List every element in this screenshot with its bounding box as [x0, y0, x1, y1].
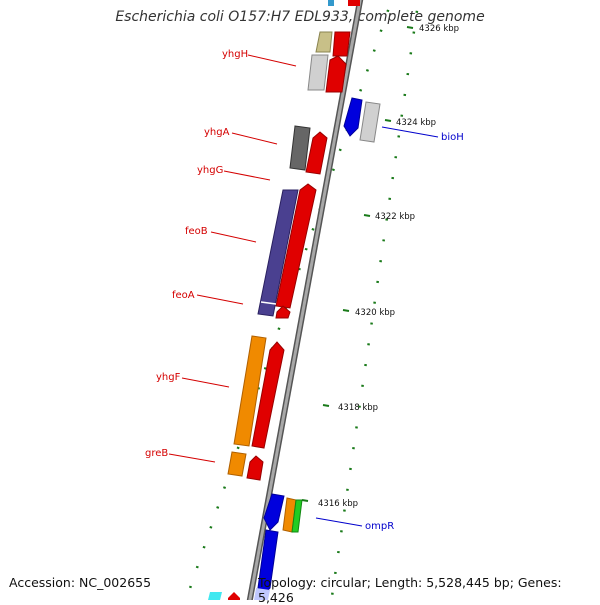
gene-label-ompR: ompR	[365, 521, 394, 532]
gene-arrow-feoA	[275, 305, 291, 319]
accession-text: Accession: NC_002655	[9, 575, 152, 590]
kbp-label-4324: 4324 kbp	[396, 118, 436, 128]
gene-block-feo	[257, 189, 299, 317]
gene-block-yhgF	[233, 335, 267, 447]
gene-block-blue-top	[328, 0, 334, 6]
gene-arrow-yhgF	[251, 341, 285, 449]
gene-label-feoA: feoA	[172, 290, 195, 301]
gene-label-greB: greB	[145, 448, 168, 459]
gene-label-bioH: bioH	[441, 132, 464, 143]
gene-label-yhgA: yhgA	[204, 127, 230, 138]
gene-block-tan	[315, 31, 333, 53]
gene-arrow-greB	[246, 455, 264, 481]
gene-arrow-red-bottom	[228, 592, 240, 600]
kbp-label-4316: 4316 kbp	[318, 499, 358, 509]
kbp-label-4318: 4318 kbp	[338, 403, 378, 413]
kbp-label-4326: 4326 kbp	[419, 24, 459, 34]
gene-arrow-yhgH	[325, 55, 347, 93]
gene-label-yhgF: yhgF	[156, 372, 181, 383]
gene-arrow-feoB	[275, 183, 317, 309]
gene-block-grey-right	[359, 101, 381, 143]
gene-block-cyan	[208, 592, 222, 600]
gene-arrow-bioH	[343, 97, 363, 137]
gene-arrow-yhgA	[305, 131, 328, 175]
gene-block-red-top	[348, 0, 360, 6]
map-title: Escherichia coli O157:H7 EDL933, complet…	[115, 9, 485, 25]
gene-block-green-right	[291, 499, 303, 533]
gene-block-greB	[227, 451, 247, 477]
gene-block-grey	[307, 54, 329, 91]
kbp-label-4322: 4322 kbp	[375, 212, 415, 222]
gene-label-yhgG: yhgG	[197, 165, 223, 176]
gene-block-yhgA	[289, 125, 311, 171]
gene-label-feoB: feoB	[185, 226, 208, 237]
kbp-label-4320: 4320 kbp	[355, 308, 395, 318]
gene-arrow-ompR	[263, 493, 285, 531]
gene-label-yhgH: yhgH	[222, 49, 248, 60]
gene-block-red	[332, 31, 351, 57]
gene-block-lightblue	[254, 588, 270, 600]
topology-text: Topology: circular; Length: 5,528,445 bp…	[258, 575, 562, 605]
